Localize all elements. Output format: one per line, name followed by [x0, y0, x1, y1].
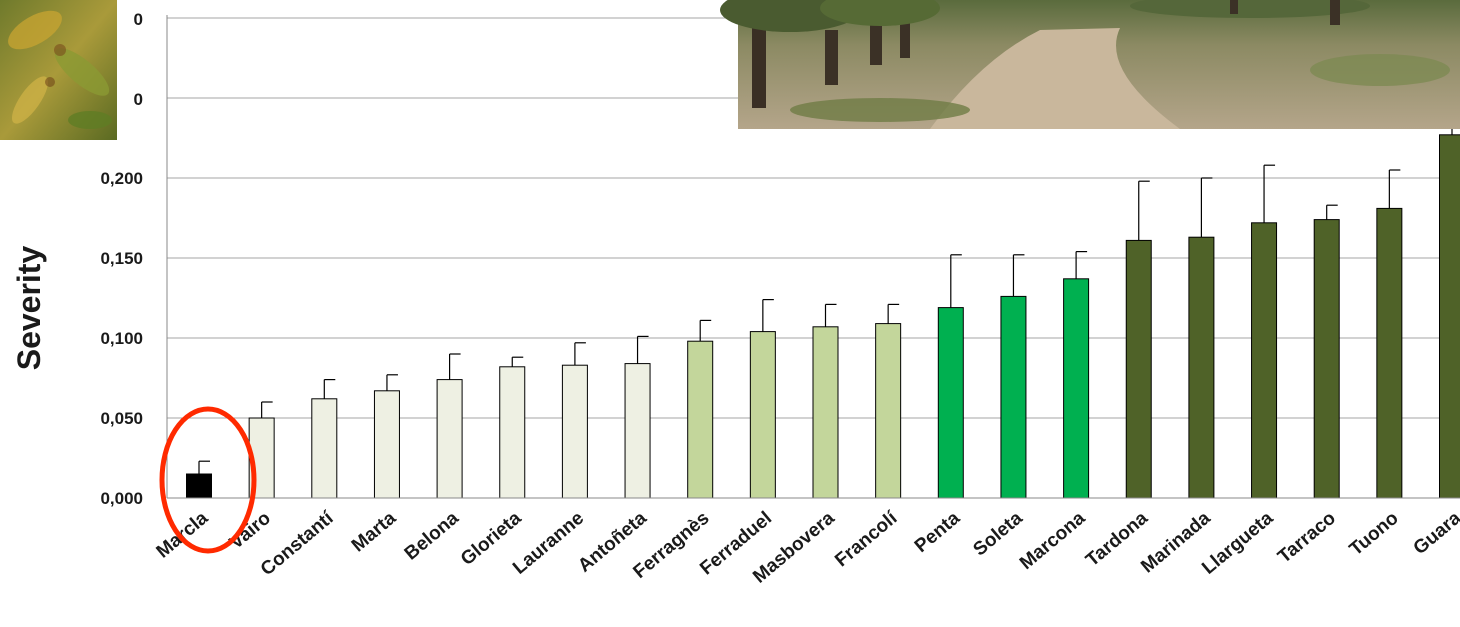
x-tick-label: Marcona — [1016, 507, 1090, 574]
error-bar — [1138, 180, 1150, 241]
x-tick-label: Belona — [401, 507, 463, 564]
error-bar — [1326, 204, 1338, 220]
bar — [561, 364, 588, 499]
bar — [1000, 295, 1027, 499]
orchard-photo — [720, 0, 1460, 129]
bar — [875, 323, 902, 499]
bar — [1063, 278, 1090, 499]
error-bar — [950, 254, 962, 308]
x-tick-label: Penta — [911, 507, 964, 557]
bars — [186, 134, 1460, 499]
x-tick-label: Tarraco — [1274, 508, 1340, 568]
y-tick-label: 0,200 — [100, 169, 143, 188]
error-bar — [261, 401, 273, 418]
bar — [624, 363, 651, 499]
error-bar — [574, 342, 586, 366]
bar — [687, 340, 714, 499]
clipped-ytick-fragment: 0 — [134, 90, 143, 109]
bar — [1188, 236, 1215, 499]
x-tick-label: Guara — [1410, 507, 1460, 559]
x-tick-label: Llargueta — [1198, 507, 1277, 578]
y-axis-ticks: 0,000 0,050 0,100 0,150 0,200 — [100, 169, 143, 508]
x-tick-label: Soleta — [969, 507, 1027, 560]
y-tick-label: 0,000 — [100, 489, 143, 508]
x-tick-label: Marcla — [153, 507, 213, 562]
error-bar — [386, 374, 398, 391]
error-bar — [762, 299, 774, 332]
y-tick-label: 0,150 — [100, 249, 143, 268]
bar — [937, 307, 964, 499]
y-tick-label: 0,050 — [100, 409, 143, 428]
error-bar — [824, 303, 837, 327]
error-bar — [198, 460, 210, 474]
y-tick-label: 0,100 — [100, 329, 143, 348]
x-tick-label: Lauranne — [509, 508, 588, 579]
bar — [186, 473, 212, 499]
bar — [1376, 207, 1403, 499]
highlight-circle — [159, 406, 257, 554]
bar — [311, 398, 338, 499]
bar — [373, 390, 400, 499]
bar — [1313, 219, 1340, 499]
error-bar — [1263, 164, 1276, 223]
error-bar — [449, 353, 461, 380]
x-tick-label: Tuono — [1346, 508, 1403, 560]
leaf-closeup-photo — [0, 0, 117, 140]
bar — [749, 331, 776, 499]
clipped-ytick-fragment: 0 — [134, 10, 143, 29]
bar — [499, 366, 526, 499]
error-bar — [323, 379, 336, 399]
bar — [1251, 222, 1278, 499]
x-tick-label: Francolí — [831, 507, 902, 571]
bar — [1439, 134, 1460, 499]
bar — [1125, 239, 1152, 499]
error-bar — [511, 356, 524, 367]
error-bar — [887, 303, 900, 324]
error-bars — [198, 124, 1460, 474]
error-bar — [1012, 254, 1025, 297]
error-bar — [1388, 169, 1401, 209]
bar — [436, 379, 463, 499]
bar — [812, 326, 839, 499]
y-axis-label: Severity — [11, 246, 47, 371]
x-tick-label: Marta — [348, 507, 401, 556]
error-bar — [636, 335, 649, 364]
error-bar — [1075, 251, 1088, 279]
error-bar — [699, 319, 712, 342]
error-bar — [1200, 177, 1213, 238]
